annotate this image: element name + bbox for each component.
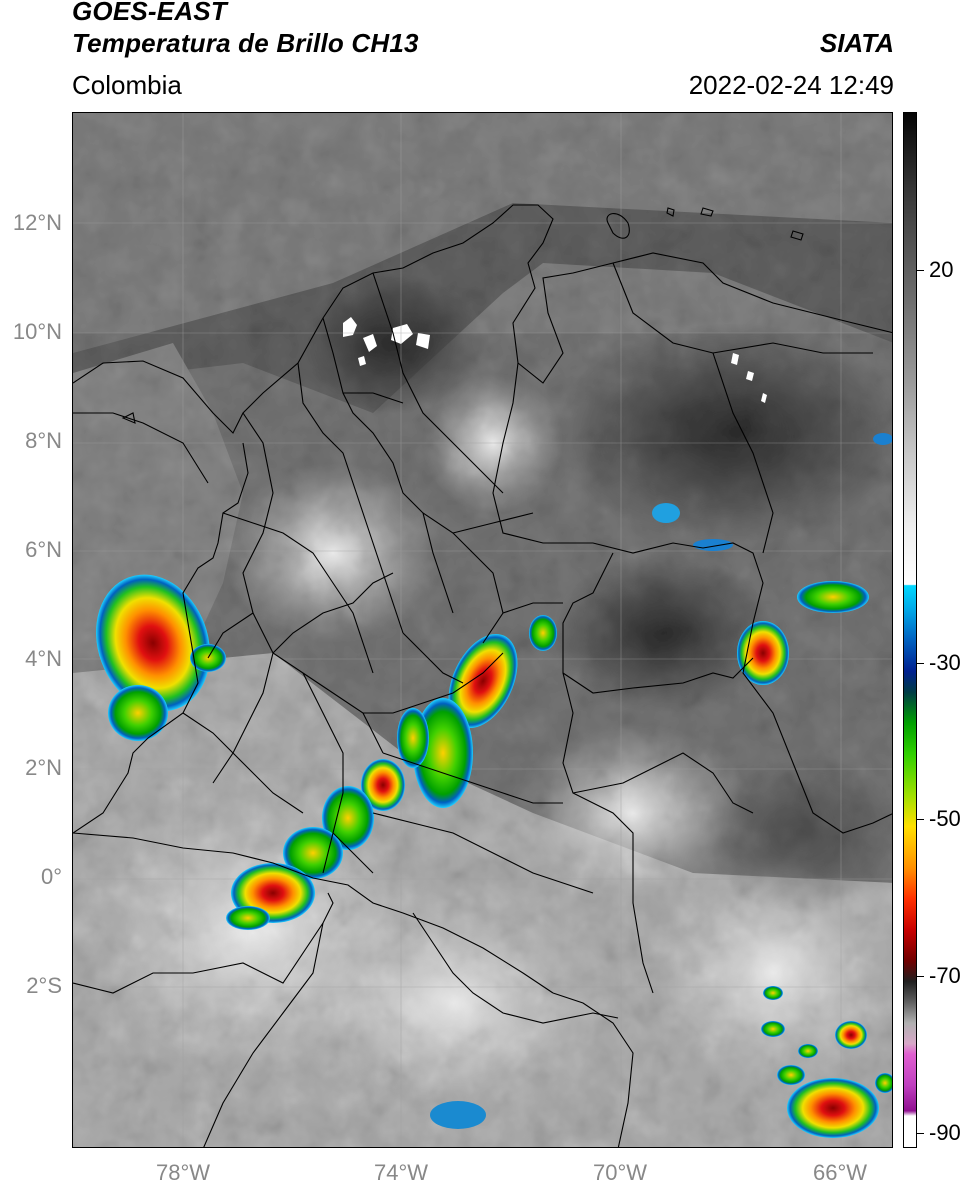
lon-label-66w: 66°W xyxy=(812,1160,868,1185)
satellite-title: GOES-EAST xyxy=(72,0,227,26)
colorbar-label-20: 20 xyxy=(929,257,954,282)
lat-label-0: 0° xyxy=(40,864,62,889)
lat-label-6n: 6°N xyxy=(25,537,62,562)
colorbar-tick-m50 xyxy=(917,819,924,820)
region-label: Colombia xyxy=(72,70,182,100)
ir-background xyxy=(73,113,892,1147)
lon-label-70w: 70°W xyxy=(592,1160,648,1185)
colorbar-tick-m30 xyxy=(917,663,924,664)
colorbar-label-m90: -90 xyxy=(929,1120,961,1145)
colorbar-label-m30: -30 xyxy=(929,650,961,675)
product-title: Temperatura de Brillo CH13 xyxy=(72,28,419,58)
lat-label-4n: 4°N xyxy=(25,646,62,671)
colorbar xyxy=(903,112,917,1148)
lat-label-8n: 8°N xyxy=(25,428,62,453)
lat-label-2s: 2°S xyxy=(26,973,62,998)
lat-label-2n: 2°N xyxy=(25,755,62,780)
colorbar-tick-m70 xyxy=(917,976,924,977)
colorbar-label-m50: -50 xyxy=(929,806,961,831)
map-canvas xyxy=(73,113,892,1147)
borders xyxy=(73,204,892,1147)
satellite-map[interactable] xyxy=(72,112,893,1148)
colorbar-label-m70: -70 xyxy=(929,963,961,988)
convective-cells xyxy=(96,433,892,1138)
lat-label-10n: 10°N xyxy=(12,319,62,344)
colorbar-tick-20 xyxy=(917,270,924,271)
agency-label: SIATA xyxy=(819,28,894,58)
high-terrain-patches xyxy=(343,317,767,403)
lon-label-78w: 78°W xyxy=(155,1160,211,1185)
colorbar-tick-m90 xyxy=(917,1133,924,1134)
datetime-label: 2022-02-24 12:49 xyxy=(688,70,894,100)
lon-label-74w: 74°W xyxy=(373,1160,429,1185)
lat-label-12n: 12°N xyxy=(12,210,62,235)
